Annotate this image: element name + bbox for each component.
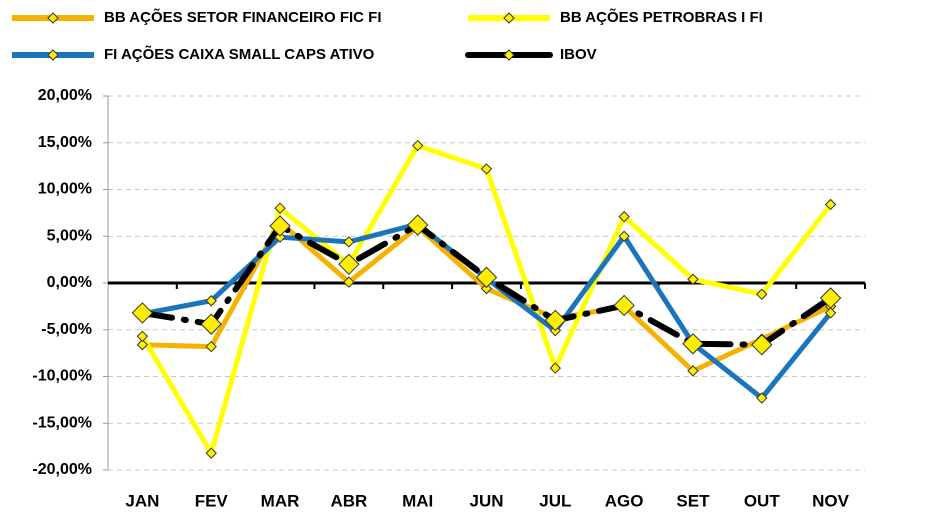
- x-tick-label: JUN: [469, 491, 503, 510]
- data-point: [682, 333, 704, 355]
- data-point: [136, 330, 149, 343]
- y-tick-label: 20,00%: [38, 87, 92, 104]
- series-line: [142, 219, 832, 374]
- data-point: [274, 231, 286, 243]
- data-point: [205, 295, 217, 307]
- legend-marker: [47, 12, 59, 24]
- data-point: [687, 365, 699, 377]
- legend-marker: [503, 49, 515, 61]
- y-tick-label: 5,00%: [47, 227, 92, 244]
- legend-label: BB AÇÕES PETROBRAS I FI: [560, 8, 763, 26]
- x-tick-label: MAI: [402, 491, 433, 510]
- x-tick-label: NOV: [812, 491, 850, 510]
- x-tick-label: SET: [676, 491, 710, 510]
- y-tick-label: 0,00%: [47, 274, 92, 291]
- data-point: [200, 313, 222, 335]
- data-point: [618, 230, 630, 242]
- data-point: [824, 307, 837, 319]
- data-point: [756, 288, 768, 300]
- data-point: [274, 202, 286, 214]
- data-point: [687, 273, 699, 285]
- data-point: [338, 253, 360, 276]
- data-point: [613, 294, 635, 317]
- legend-label: IBOV: [560, 46, 597, 63]
- data-point: [549, 362, 562, 374]
- data-point: [824, 198, 837, 211]
- data-point: [269, 215, 291, 237]
- data-point: [411, 139, 424, 152]
- y-tick-label: -20,00%: [32, 461, 92, 478]
- data-point: [480, 282, 493, 295]
- y-tick-label: 10,00%: [38, 181, 92, 198]
- x-tick-label: AGO: [605, 491, 644, 510]
- data-point: [343, 236, 355, 248]
- data-point: [475, 266, 498, 289]
- data-point: [205, 340, 217, 353]
- data-point: [131, 302, 154, 324]
- data-point: [480, 163, 493, 175]
- x-tick-label: FEV: [195, 491, 229, 510]
- data-point: [751, 334, 773, 356]
- data-point: [544, 309, 567, 332]
- legend-marker: [47, 49, 59, 61]
- y-tick-label: -10,00%: [32, 368, 92, 385]
- x-tick-label: JUL: [539, 491, 571, 510]
- x-tick-label: OUT: [744, 491, 781, 510]
- data-point: [205, 447, 217, 459]
- y-tick-label: 15,00%: [38, 134, 92, 151]
- legend-label: FI AÇÕES CAIXA SMALL CAPS ATIVO: [104, 45, 375, 63]
- data-point: [756, 392, 768, 404]
- x-tick-label: MAR: [261, 491, 300, 510]
- y-tick-label: -5,00%: [41, 321, 92, 338]
- x-tick-label: ABR: [330, 491, 367, 510]
- legend-label: BB AÇÕES SETOR FINANCEIRO FIC FI: [104, 8, 382, 26]
- data-point: [618, 210, 630, 223]
- legend-marker: [503, 12, 515, 24]
- y-tick-label: -15,00%: [32, 414, 92, 431]
- series-line: [140, 143, 833, 456]
- data-point: [343, 276, 355, 288]
- data-point: [136, 339, 149, 351]
- data-point: [406, 214, 429, 236]
- data-point: [819, 287, 842, 309]
- series-line: [141, 221, 833, 401]
- x-tick-label: JAN: [125, 491, 159, 510]
